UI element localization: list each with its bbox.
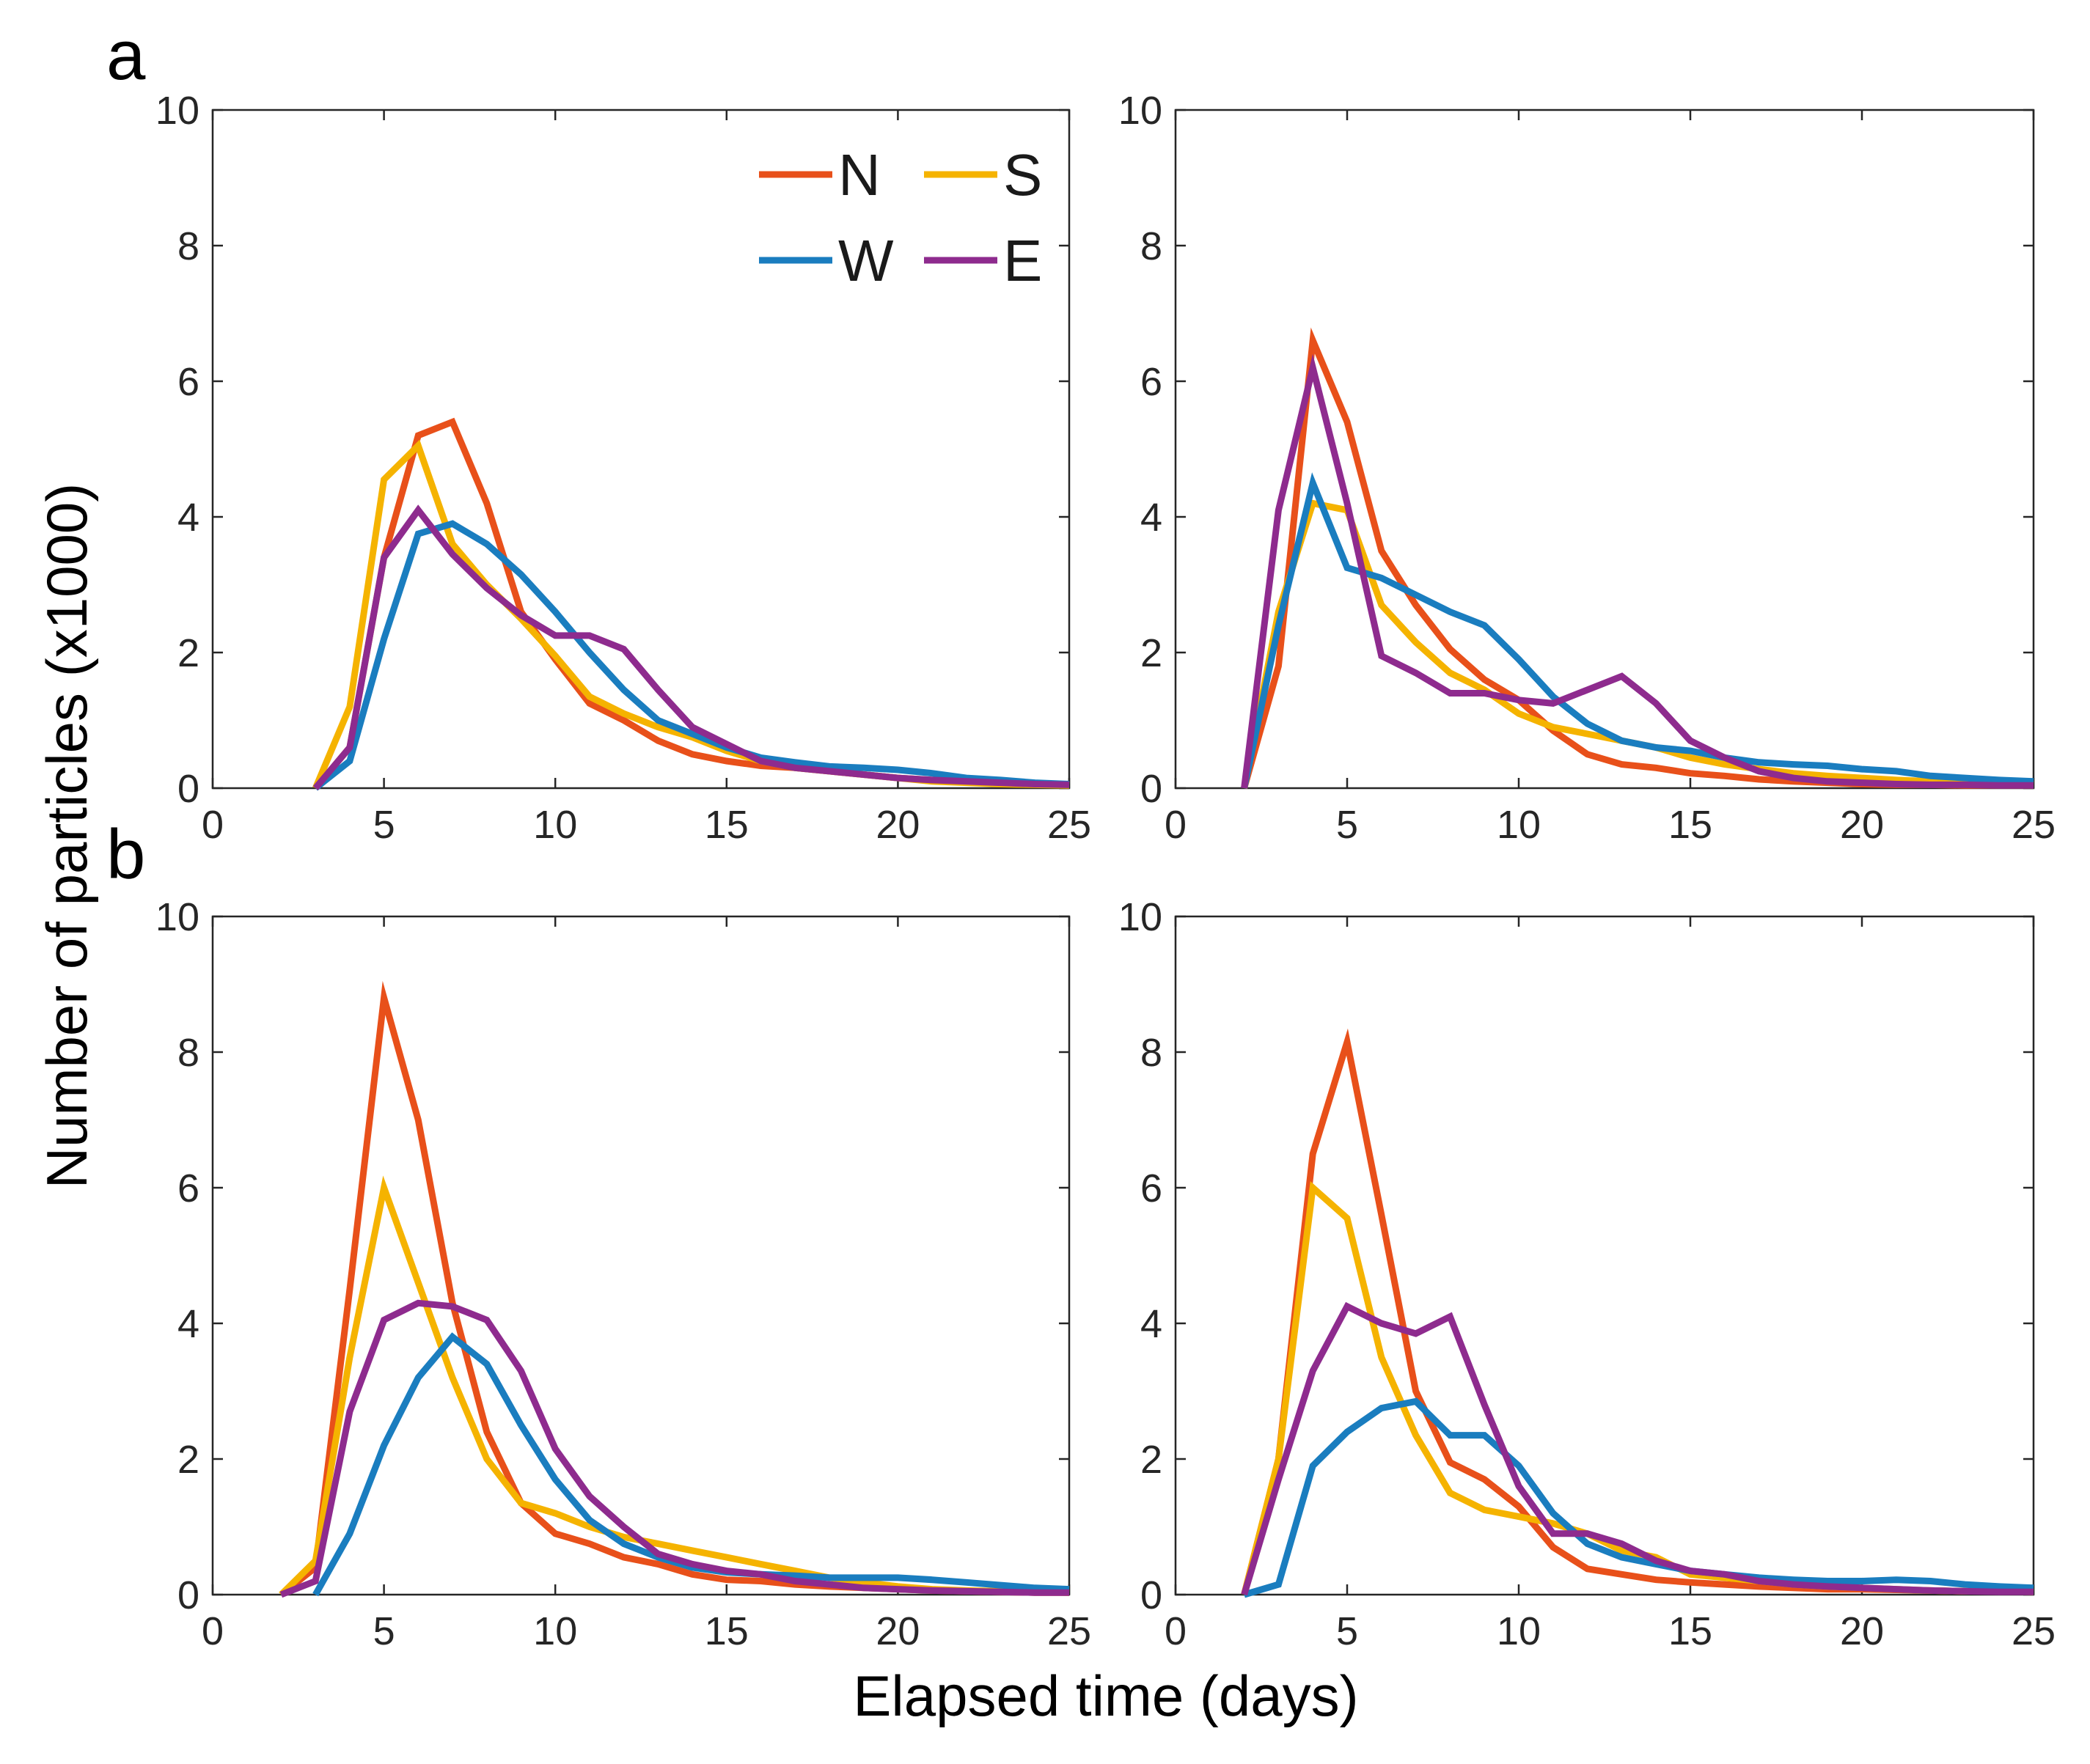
- y-tick-label: 0: [177, 767, 199, 811]
- x-tick-label: 20: [1840, 803, 1884, 847]
- panel-a-left: 0 5 10 15 20 25 0 2 4 6 8 10: [155, 89, 1091, 847]
- series-line-N: [279, 980, 1069, 1598]
- legend-label-W: W: [838, 228, 894, 293]
- legend: N S W E: [759, 142, 1042, 293]
- x-tick-label: 15: [1668, 1609, 1712, 1653]
- plot-frame: [211, 915, 1071, 1596]
- x-axis-label: Elapsed time (days): [853, 1664, 1358, 1728]
- y-tick-label: 8: [177, 224, 199, 268]
- y-tick-label: 0: [1140, 1573, 1162, 1617]
- y-tick-label: 6: [1140, 360, 1162, 404]
- x-tick-label: 10: [533, 803, 577, 847]
- x-tick-label: 5: [373, 1609, 395, 1653]
- series-line-W: [1241, 472, 2034, 789]
- x-tick-label: 10: [533, 1609, 577, 1653]
- y-tick-label: 2: [1140, 1438, 1162, 1482]
- plot-frame: [211, 109, 1071, 790]
- legend-label-E: E: [1003, 228, 1042, 293]
- series-line-N: [1241, 1028, 2034, 1596]
- panel-b-left: 0 5 10 15 20 25 0 2 4 6 8 10: [155, 895, 1091, 1653]
- y-tick-label: 6: [177, 360, 199, 404]
- y-tick-label: 2: [1140, 631, 1162, 675]
- y-tick-label: 10: [155, 89, 199, 133]
- plot-frame: [1174, 109, 2035, 790]
- y-tick-label: 4: [177, 496, 199, 540]
- series-line-S: [279, 1175, 1070, 1598]
- y-tick-label: 2: [177, 1438, 199, 1482]
- series-line-E: [1241, 1301, 2034, 1596]
- panel-b-right: 0 5 10 15 20 25 0 2 4 6 8 10: [1118, 895, 2056, 1653]
- x-tick-label: 15: [1668, 803, 1712, 847]
- panel-label-b: b: [106, 815, 145, 894]
- y-tick-label: 10: [1118, 89, 1162, 133]
- y-tick-label: 4: [177, 1302, 199, 1346]
- x-tick-label: 15: [705, 1609, 749, 1653]
- x-tick-label: 0: [202, 1609, 224, 1653]
- x-tick-label: 25: [2012, 1609, 2056, 1653]
- x-tick-label: 25: [1047, 1609, 1091, 1653]
- panel-a-right: 0 5 10 15 20 25 0 2 4 6 8 10: [1118, 89, 2056, 847]
- y-tick-label: 4: [1140, 496, 1162, 540]
- series-line-E: [279, 1299, 1069, 1598]
- x-tick-label: 0: [202, 803, 224, 847]
- plot-frame: [1174, 915, 2035, 1596]
- legend-label-N: N: [838, 142, 881, 207]
- x-tick-label: 0: [1165, 1609, 1187, 1653]
- x-tick-label: 25: [2012, 803, 2056, 847]
- y-tick-label: 6: [1140, 1166, 1162, 1210]
- x-tick-label: 10: [1497, 803, 1541, 847]
- series-line-S: [1241, 1180, 2034, 1596]
- x-tick-label: 0: [1165, 803, 1187, 847]
- x-tick-label: 5: [373, 803, 395, 847]
- y-tick-label: 8: [1140, 1031, 1162, 1075]
- y-tick-label: 8: [177, 1031, 199, 1075]
- y-tick-label: 6: [177, 1166, 199, 1210]
- legend-item-W: W: [759, 228, 894, 293]
- y-tick-label: 4: [1140, 1302, 1162, 1346]
- y-tick-label: 0: [177, 1573, 199, 1617]
- x-tick-label: 20: [876, 1609, 920, 1653]
- y-tick-label: 0: [1140, 767, 1162, 811]
- x-tick-label: 5: [1336, 1609, 1358, 1653]
- y-tick-label: 10: [155, 895, 199, 939]
- series-line-E: [1241, 353, 2034, 789]
- y-tick-label: 10: [1118, 895, 1162, 939]
- legend-item-E: E: [924, 228, 1042, 293]
- series-line-W: [313, 520, 1070, 791]
- legend-item-N: N: [759, 142, 881, 207]
- x-tick-label: 25: [1047, 803, 1091, 847]
- series-line-W: [312, 1332, 1070, 1597]
- series-line-E: [312, 504, 1070, 790]
- y-tick-label: 8: [1140, 224, 1162, 268]
- panel-label-a: a: [106, 16, 146, 95]
- series-line-W: [1243, 1397, 2034, 1598]
- y-tick-label: 2: [177, 631, 199, 675]
- legend-label-S: S: [1003, 142, 1042, 207]
- x-tick-label: 20: [1840, 1609, 1884, 1653]
- x-tick-label: 5: [1336, 803, 1358, 847]
- x-tick-label: 20: [876, 803, 920, 847]
- x-tick-label: 10: [1497, 1609, 1541, 1653]
- y-axis-label: Number of particles (x1000): [34, 483, 99, 1188]
- x-tick-label: 15: [705, 803, 749, 847]
- legend-item-S: S: [924, 142, 1042, 207]
